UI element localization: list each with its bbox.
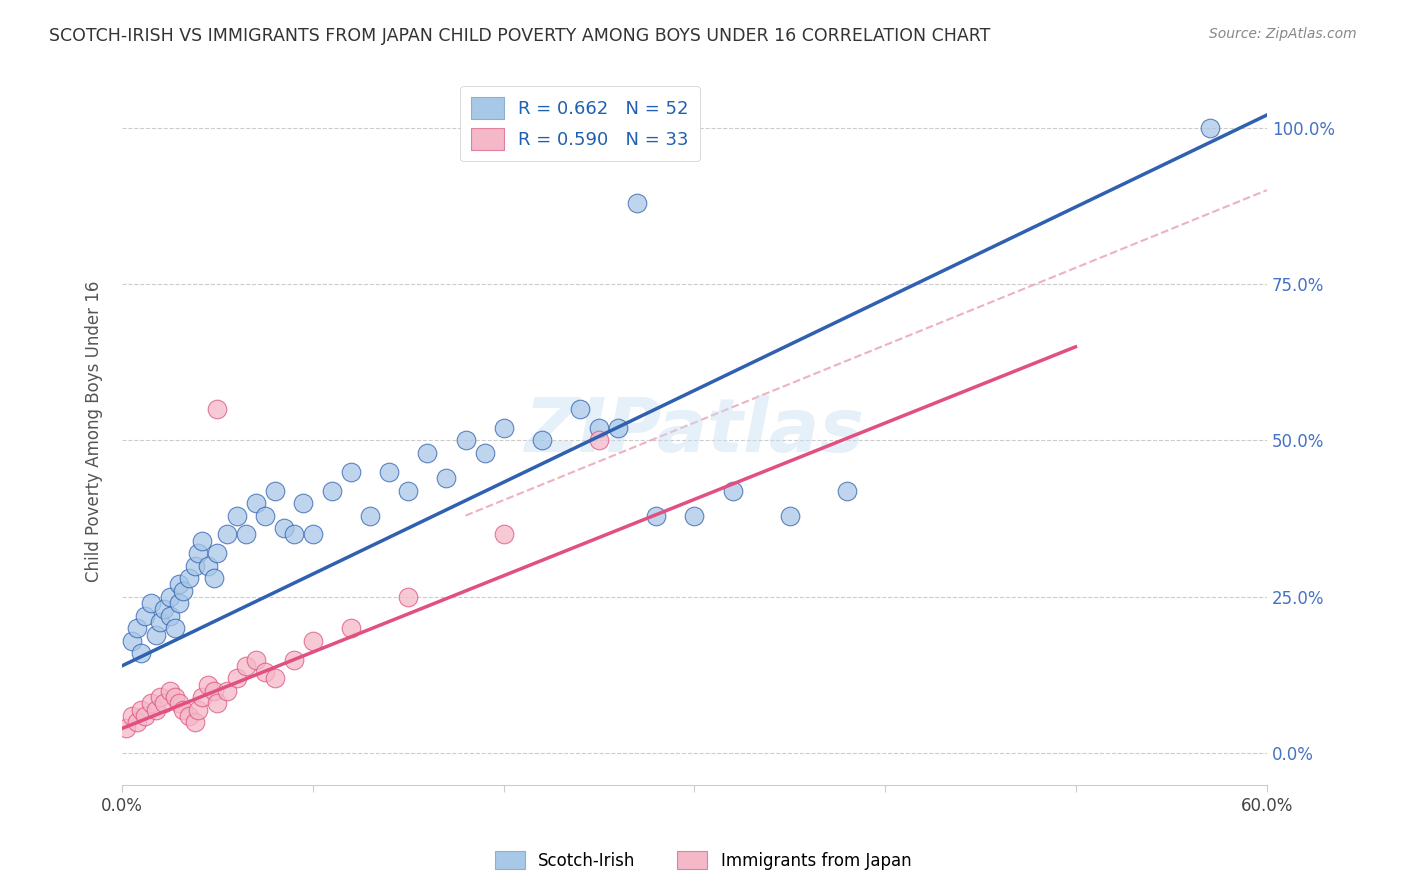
Point: [645, 508, 668, 523]
Point: [779, 508, 801, 523]
Point: [149, 615, 172, 629]
Point: [129, 646, 152, 660]
Point: [321, 483, 343, 498]
Point: [245, 652, 267, 666]
Point: [626, 195, 648, 210]
Point: [254, 508, 277, 523]
Point: [340, 465, 363, 479]
Point: [378, 465, 401, 479]
Point: [263, 671, 285, 685]
Point: [474, 446, 496, 460]
Point: [153, 697, 176, 711]
Point: [127, 621, 149, 635]
Point: [153, 602, 176, 616]
Point: [197, 677, 219, 691]
Point: [340, 621, 363, 635]
Point: [191, 533, 214, 548]
Legend: R = 0.662   N = 52, R = 0.590   N = 33: R = 0.662 N = 52, R = 0.590 N = 33: [460, 87, 700, 161]
Point: [436, 471, 458, 485]
Point: [172, 583, 194, 598]
Point: [302, 633, 325, 648]
Point: [165, 690, 187, 705]
Point: [177, 571, 200, 585]
Point: [139, 596, 162, 610]
Legend: Scotch-Irish, Immigrants from Japan: Scotch-Irish, Immigrants from Japan: [488, 845, 918, 877]
Point: [187, 546, 209, 560]
Point: [159, 608, 181, 623]
Point: [530, 434, 553, 448]
Text: SCOTCH-IRISH VS IMMIGRANTS FROM JAPAN CHILD POVERTY AMONG BOYS UNDER 16 CORRELAT: SCOTCH-IRISH VS IMMIGRANTS FROM JAPAN CH…: [49, 27, 991, 45]
Point: [359, 508, 381, 523]
Point: [254, 665, 277, 679]
Point: [721, 483, 744, 498]
Text: Source: ZipAtlas.com: Source: ZipAtlas.com: [1209, 27, 1357, 41]
Point: [283, 652, 305, 666]
Point: [207, 697, 229, 711]
Point: [165, 621, 187, 635]
Point: [283, 527, 305, 541]
Point: [215, 684, 238, 698]
Point: [129, 703, 152, 717]
Point: [115, 722, 138, 736]
Point: [225, 508, 247, 523]
Point: [396, 483, 419, 498]
Point: [263, 483, 285, 498]
Point: [588, 421, 610, 435]
Point: [492, 527, 515, 541]
Point: [197, 558, 219, 573]
Point: [159, 590, 181, 604]
Point: [416, 446, 439, 460]
Point: [145, 703, 167, 717]
Point: [837, 483, 859, 498]
Point: [225, 671, 247, 685]
Point: [492, 421, 515, 435]
Point: [215, 527, 238, 541]
Point: [235, 658, 257, 673]
Point: [202, 571, 225, 585]
Point: [202, 684, 225, 698]
Point: [235, 527, 257, 541]
Point: [569, 402, 592, 417]
Point: [607, 421, 630, 435]
Point: [454, 434, 477, 448]
Point: [134, 709, 156, 723]
Point: [207, 402, 229, 417]
Point: [127, 715, 149, 730]
Point: [245, 496, 267, 510]
Point: [169, 697, 191, 711]
Y-axis label: Child Poverty Among Boys Under 16: Child Poverty Among Boys Under 16: [86, 280, 103, 582]
Point: [207, 546, 229, 560]
Point: [149, 690, 172, 705]
Point: [588, 434, 610, 448]
Point: [191, 690, 214, 705]
Point: [121, 709, 143, 723]
Point: [183, 558, 205, 573]
Point: [396, 590, 419, 604]
Point: [121, 633, 143, 648]
Point: [172, 703, 194, 717]
Point: [159, 684, 181, 698]
Point: [169, 577, 191, 591]
Point: [177, 709, 200, 723]
Point: [183, 715, 205, 730]
Point: [683, 508, 706, 523]
Point: [1198, 120, 1220, 135]
Point: [145, 627, 167, 641]
Point: [169, 596, 191, 610]
Point: [134, 608, 156, 623]
Point: [302, 527, 325, 541]
Point: [187, 703, 209, 717]
Text: ZIPatlas: ZIPatlas: [524, 394, 865, 467]
Point: [139, 697, 162, 711]
Point: [292, 496, 315, 510]
Point: [273, 521, 295, 535]
